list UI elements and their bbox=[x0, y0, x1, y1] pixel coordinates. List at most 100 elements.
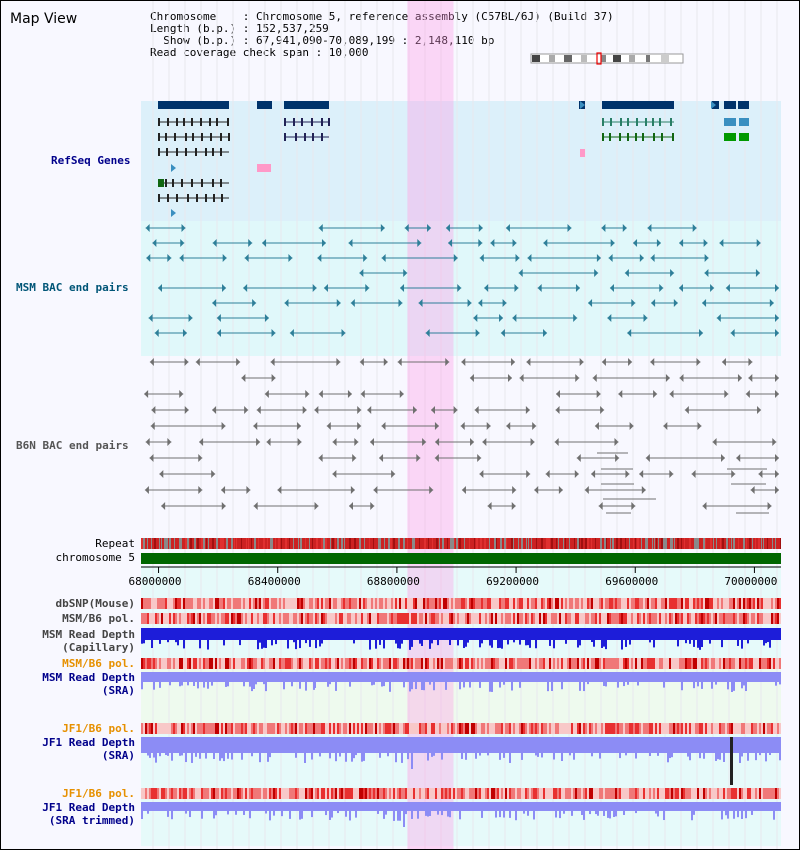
track-label-refseq[interactable]: RefSeq Genes bbox=[51, 154, 131, 167]
heat-cell bbox=[211, 613, 213, 624]
bac-end-left bbox=[601, 224, 606, 232]
repeat-element bbox=[551, 538, 553, 549]
heat-cell bbox=[345, 723, 347, 734]
heat-cell bbox=[653, 723, 655, 734]
depth-bar bbox=[591, 640, 593, 643]
heat-cell bbox=[669, 723, 671, 734]
depth-bar bbox=[143, 640, 145, 644]
depth-bar bbox=[607, 811, 609, 818]
heat-cell bbox=[771, 598, 773, 609]
heat-cell bbox=[385, 598, 387, 609]
depth-bar bbox=[619, 753, 621, 759]
heat-cell bbox=[679, 788, 681, 799]
heat-cell bbox=[669, 598, 671, 609]
heat-cell bbox=[233, 658, 235, 669]
track-label-msm-bac[interactable]: MSM BAC end pairs bbox=[16, 281, 129, 294]
heat-cell bbox=[747, 658, 749, 669]
heat-cell bbox=[193, 788, 195, 799]
depth-bar bbox=[709, 640, 711, 644]
heat-cell bbox=[533, 613, 535, 624]
heat-cell bbox=[597, 723, 599, 734]
heat-cell bbox=[681, 723, 683, 734]
heat-cell bbox=[651, 658, 653, 669]
heat-cell bbox=[303, 788, 305, 799]
depth-bar bbox=[479, 682, 481, 688]
track-label-msm-b6-pol-sra: MSM/B6 pol. bbox=[62, 657, 135, 670]
bac-end-left bbox=[244, 254, 249, 262]
heat-cell bbox=[193, 658, 195, 669]
heat-cell bbox=[441, 658, 443, 669]
heat-cell bbox=[361, 658, 363, 669]
heat-cell bbox=[385, 788, 387, 799]
gene-exon bbox=[166, 148, 168, 156]
heat-cell bbox=[723, 613, 725, 624]
heat-cell bbox=[387, 598, 389, 609]
depth-bar bbox=[765, 753, 767, 762]
depth-bar bbox=[353, 640, 355, 644]
bac-end-left bbox=[721, 358, 726, 366]
depth-bar bbox=[197, 682, 199, 689]
heat-cell bbox=[449, 788, 451, 799]
heat-cell bbox=[715, 788, 717, 799]
bac-end-right bbox=[775, 470, 779, 478]
heat-cell bbox=[585, 598, 587, 609]
bac-end-right bbox=[575, 284, 580, 292]
heat-cell bbox=[311, 598, 313, 609]
heat-cell bbox=[477, 598, 479, 609]
ideogram-band bbox=[601, 55, 606, 62]
heat-cell bbox=[413, 613, 415, 624]
heat-cell bbox=[629, 723, 631, 734]
heat-cell bbox=[705, 598, 707, 609]
repeat-element bbox=[464, 538, 465, 549]
heat-cell bbox=[635, 788, 637, 799]
axis-tick-label: 70000000 bbox=[724, 575, 777, 588]
heat-cell bbox=[773, 788, 775, 799]
depth-bar bbox=[361, 753, 363, 762]
bac-end-left bbox=[650, 254, 655, 262]
heat-cell bbox=[681, 613, 683, 624]
heat-cell bbox=[721, 598, 723, 609]
bac-end-left bbox=[473, 314, 478, 322]
heat-cell bbox=[427, 788, 429, 799]
heat-cell bbox=[721, 788, 723, 799]
heat-cell bbox=[591, 723, 593, 734]
heat-cell bbox=[307, 788, 309, 799]
depth-bar bbox=[481, 640, 483, 644]
depth-bar bbox=[345, 753, 347, 762]
track-label-b6n-bac[interactable]: B6N BAC end pairs bbox=[16, 439, 129, 452]
heat-cell bbox=[585, 723, 587, 734]
heat-cell bbox=[341, 658, 343, 669]
heat-cell bbox=[719, 658, 721, 669]
heat-cell bbox=[339, 788, 341, 799]
gene-block bbox=[257, 101, 272, 109]
heat-cell bbox=[761, 598, 763, 609]
bac-end-right bbox=[639, 254, 644, 262]
heat-cell bbox=[505, 658, 507, 669]
heat-cell bbox=[299, 613, 301, 624]
heat-cell bbox=[699, 723, 701, 734]
heat-cell bbox=[511, 723, 513, 734]
bac-end-right bbox=[477, 454, 482, 462]
heat-cell bbox=[553, 788, 555, 799]
heat-cell bbox=[613, 658, 615, 669]
depth-bar bbox=[519, 682, 521, 688]
depth-bar bbox=[257, 640, 259, 650]
heat-cell bbox=[205, 788, 207, 799]
bac-end-right bbox=[615, 454, 620, 462]
heat-cell bbox=[311, 723, 313, 734]
heat-cell bbox=[641, 613, 643, 624]
heat-cell bbox=[239, 613, 241, 624]
depth-bar bbox=[273, 811, 275, 816]
heat-cell bbox=[365, 723, 367, 734]
heat-cell bbox=[617, 658, 619, 669]
heat-cell bbox=[593, 788, 595, 799]
heat-cell bbox=[703, 598, 705, 609]
heat-cell bbox=[685, 598, 687, 609]
depth-spike bbox=[403, 811, 405, 827]
bac-end-right bbox=[673, 299, 678, 307]
heat-cell bbox=[261, 788, 263, 799]
heat-cell bbox=[371, 788, 373, 799]
heat-cell bbox=[397, 788, 399, 799]
heat-cell bbox=[649, 658, 651, 669]
